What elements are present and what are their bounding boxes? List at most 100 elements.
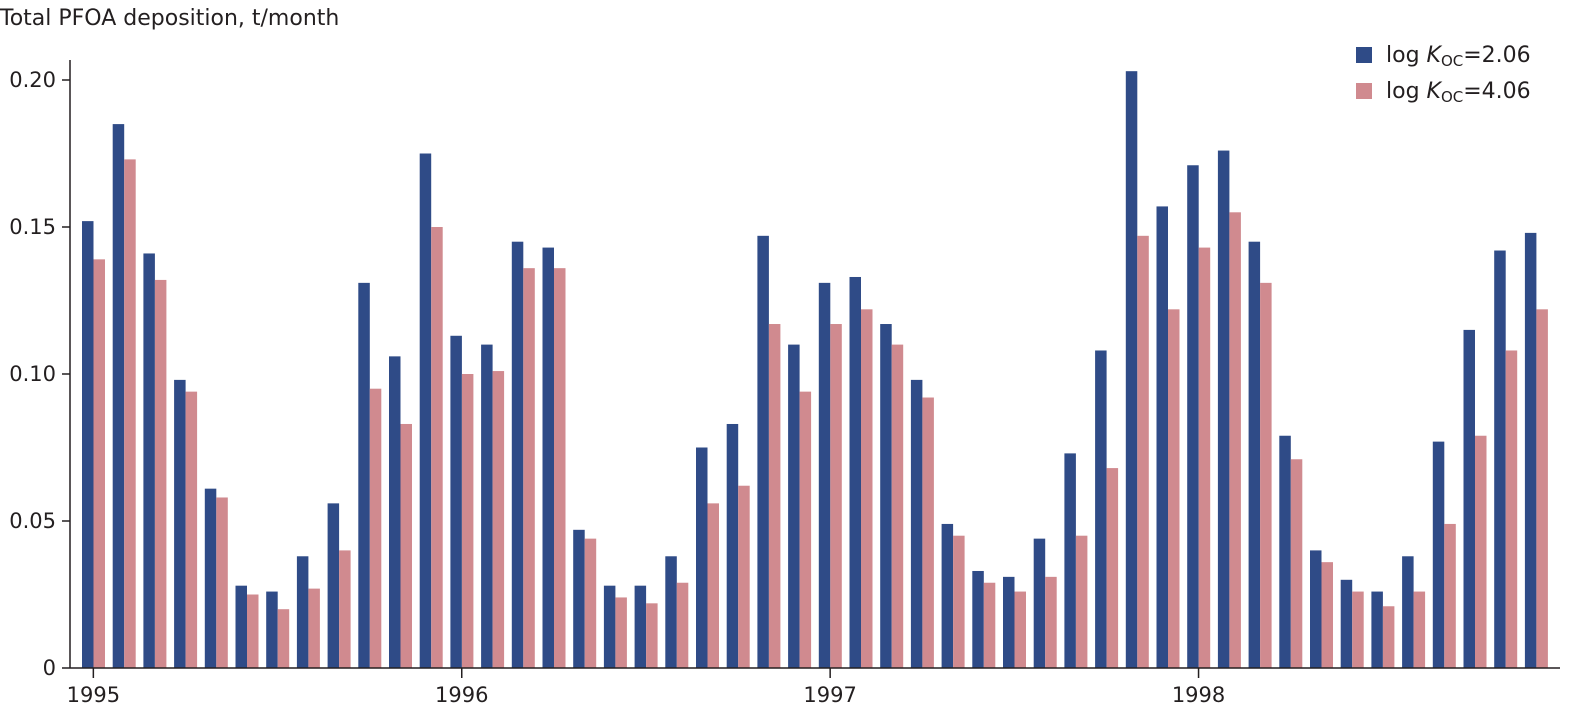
bar-koc-206-m37	[1187, 165, 1199, 668]
bar-koc-406-m43	[1382, 606, 1395, 668]
x-tick-label: 1996	[435, 683, 488, 707]
bar-koc-206-m15	[511, 241, 524, 668]
bar-koc-406-m46	[1475, 435, 1487, 668]
bar-koc-206-m24	[788, 344, 800, 668]
bar-koc-206-m28	[910, 379, 923, 668]
y-tick-label: 0.10	[9, 362, 56, 386]
bar-koc-206-m10	[358, 282, 370, 668]
bar-koc-206-m47	[1494, 250, 1506, 668]
bar-koc-406-m20	[676, 582, 689, 668]
y-tick-label: 0.05	[9, 509, 56, 533]
x-tick-label: 1997	[803, 683, 856, 707]
bar-koc-406-m13	[461, 374, 474, 668]
bar-koc-206-m19	[634, 585, 647, 668]
bar-koc-406-m6	[247, 594, 259, 668]
bar-koc-206-m32	[1033, 538, 1046, 668]
bar-koc-406-m37	[1198, 247, 1211, 668]
bar-koc-206-m33	[1064, 453, 1076, 668]
bar-koc-406-m5	[216, 497, 228, 668]
bar-koc-206-m23	[757, 235, 769, 668]
bar-koc-406-m39	[1260, 282, 1272, 668]
bar-koc-406-m17	[584, 538, 597, 668]
bar-koc-406-m3	[154, 279, 167, 668]
bar-koc-206-m39	[1248, 241, 1261, 668]
bar-koc-206-m40	[1279, 435, 1291, 668]
bar-koc-406-m21	[707, 503, 719, 668]
y-tick-label: 0.15	[9, 215, 56, 239]
bar-koc-206-m21	[696, 447, 708, 668]
bar-koc-206-m35	[1125, 71, 1138, 669]
bar-koc-206-m5	[204, 488, 217, 668]
bar-koc-406-m36	[1168, 309, 1180, 668]
bar-koc-206-m44	[1402, 556, 1414, 668]
bar-koc-406-m28	[922, 397, 934, 668]
y-tick-label: 0.20	[9, 68, 56, 92]
bar-koc-206-m16	[542, 247, 554, 668]
bar-koc-206-m34	[1095, 350, 1107, 668]
bar-koc-406-m40	[1290, 459, 1303, 668]
bar-koc-406-m32	[1045, 576, 1057, 668]
bar-koc-406-m41	[1321, 562, 1333, 668]
bar-koc-406-m35	[1137, 235, 1149, 668]
bar-koc-406-m29	[953, 535, 965, 668]
bar-koc-406-m38	[1229, 212, 1241, 669]
legend: log KOC=2.06 log KOC=4.06	[1356, 43, 1531, 106]
bar-koc-206-m14	[481, 344, 493, 668]
bar-koc-406-m42	[1352, 591, 1364, 668]
bar-koc-406-m4	[185, 391, 198, 668]
bar-koc-406-m45	[1444, 523, 1456, 668]
bar-koc-206-m9	[327, 503, 340, 668]
bar-koc-406-m44	[1413, 591, 1426, 668]
bar-koc-406-m15	[523, 268, 535, 668]
bar-koc-206-m3	[143, 253, 155, 668]
bar-koc-206-m1	[82, 221, 94, 668]
y-tick-label: 0	[43, 656, 56, 680]
bar-koc-406-m22	[738, 485, 750, 668]
bar-koc-206-m25	[818, 282, 831, 668]
bar-koc-206-m4	[174, 379, 186, 668]
bar-koc-206-m48	[1524, 232, 1537, 668]
bar-koc-406-m25	[830, 324, 842, 668]
bar-koc-206-m42	[1340, 579, 1353, 668]
bar-koc-406-m48	[1536, 309, 1548, 668]
bar-koc-406-m26	[861, 309, 873, 668]
bar-koc-206-m45	[1432, 441, 1445, 668]
bar-koc-206-m38	[1217, 150, 1230, 668]
bar-koc-406-m10	[369, 388, 382, 668]
bar-koc-206-m6	[235, 585, 247, 668]
bar-koc-206-m8	[296, 556, 309, 668]
bar-koc-206-m17	[573, 529, 585, 668]
x-tick-label: 1998	[1172, 683, 1225, 707]
legend-label: log KOC=4.06	[1386, 79, 1531, 106]
bar-koc-206-m22	[726, 423, 739, 668]
legend-swatch	[1356, 47, 1372, 63]
bar-koc-206-m30	[972, 570, 984, 668]
bar-koc-406-m11	[400, 423, 412, 668]
bar-koc-406-m27	[891, 344, 904, 668]
bar-koc-406-m23	[768, 324, 781, 668]
bar-koc-406-m7	[277, 609, 290, 668]
bar-koc-406-m24	[799, 391, 812, 668]
axes-group	[69, 60, 1560, 669]
bar-koc-206-m13	[450, 335, 462, 668]
bar-koc-206-m41	[1310, 550, 1322, 668]
bar-koc-206-m26	[849, 276, 861, 668]
bar-koc-406-m31	[1014, 591, 1026, 668]
legend-label: log KOC=2.06	[1386, 43, 1531, 70]
bar-koc-406-m8	[308, 588, 320, 668]
bar-koc-406-m18	[615, 597, 627, 668]
bar-koc-206-m7	[266, 591, 278, 668]
x-ticks-group: 1995 1996 1997 1998	[67, 668, 1225, 707]
bar-koc-406-m1	[93, 259, 105, 668]
bar-koc-406-m34	[1106, 468, 1119, 668]
bar-koc-206-m11	[389, 356, 401, 668]
bar-koc-206-m12	[419, 153, 432, 668]
bar-koc-406-m33	[1075, 535, 1088, 668]
bar-koc-206-m43	[1371, 591, 1383, 668]
bar-koc-406-m47	[1505, 350, 1518, 668]
legend-swatch	[1356, 83, 1372, 99]
bar-koc-206-m2	[112, 124, 125, 669]
x-tick-label: 1995	[67, 683, 120, 707]
y-ticks-group: 0 0.05 0.10 0.15 0.20	[9, 68, 70, 680]
